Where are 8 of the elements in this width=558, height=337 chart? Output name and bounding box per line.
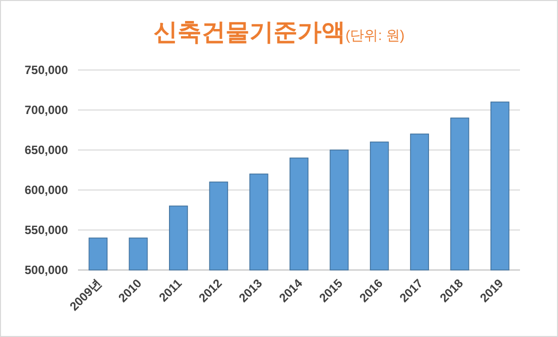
y-tick-label: 750,000	[24, 63, 68, 77]
y-tick-label: 700,000	[24, 103, 68, 117]
y-tick-label: 650,000	[24, 143, 68, 157]
chart-subtitle: (단위: 원)	[345, 27, 405, 43]
y-tick-label: 500,000	[24, 263, 68, 277]
chart-title: 신축건물기준가액	[153, 19, 346, 46]
y-tick-label: 550,000	[24, 223, 68, 237]
y-tick-label: 600,000	[24, 183, 68, 197]
